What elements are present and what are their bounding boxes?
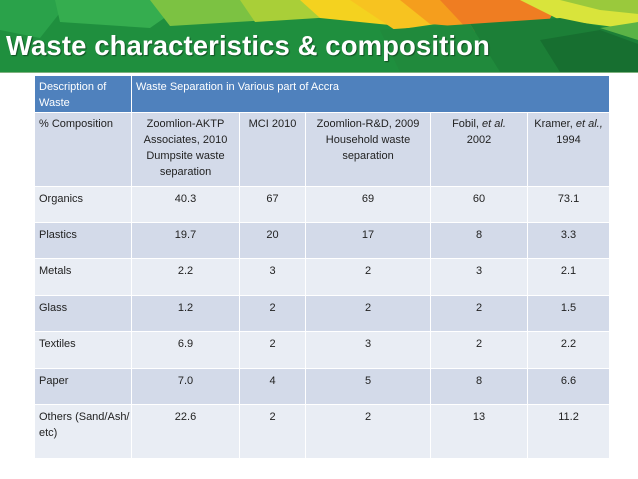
source-fobil: Fobil, et al. 2002 (430, 112, 528, 187)
table-row: Plastics 19.7 20 17 8 3.3 (34, 222, 611, 259)
source-fobil-year: 2002 (466, 134, 492, 146)
value-cell: 1.5 (526, 295, 611, 332)
value-cell: 2 (239, 331, 306, 369)
banner-graphic (0, 0, 638, 72)
value-cell: 2 (239, 404, 306, 459)
slide-title: Waste characteristics & composition (6, 30, 490, 61)
row-label: Glass (34, 295, 132, 332)
row-label: Metals (34, 258, 132, 296)
value-cell: 4 (239, 368, 306, 405)
value-cell: 8 (430, 368, 528, 405)
value-cell: 2 (305, 404, 431, 459)
value-cell: 5 (305, 368, 431, 405)
value-cell: 2 (430, 295, 528, 332)
source-fobil-etal: et al. (482, 118, 506, 130)
table-row: Others (Sand/Ash/ etc) 22.6 2 2 13 11.2 (34, 404, 611, 459)
value-cell: 13 (430, 404, 528, 459)
title-banner: Waste characteristics & composition (0, 0, 638, 72)
source-zoomlion-aktp: Zoomlion-AKTP Associates, 2010 Dumpsite … (131, 112, 240, 187)
table-row: Paper 7.0 4 5 8 6.6 (34, 368, 611, 405)
value-cell: 1.2 (131, 295, 240, 332)
value-cell: 8 (430, 222, 528, 259)
value-cell: 2.2 (526, 331, 611, 369)
value-cell: 6.6 (526, 368, 611, 405)
value-cell: 7.0 (131, 368, 240, 405)
table-header-row: Description of Waste Waste Separation in… (34, 75, 611, 113)
value-cell: 3 (239, 258, 306, 296)
source-kramer-name: Kramer, (534, 118, 576, 130)
value-cell: 2 (239, 295, 306, 332)
value-cell: 17 (305, 222, 431, 259)
source-kramer-year: 1994 (556, 134, 581, 146)
value-cell: 73.1 (526, 186, 611, 223)
source-kramer: Kramer, et al., 1994 (526, 112, 611, 187)
header-description: Description of Waste (34, 75, 132, 113)
value-cell: 11.2 (526, 404, 611, 459)
value-cell: 22.6 (131, 404, 240, 459)
source-fobil-name: Fobil, (452, 118, 483, 130)
table-row: Textiles 6.9 2 3 2 2.2 (34, 331, 611, 369)
value-cell: 40.3 (131, 186, 240, 223)
table-subheader-row: % Composition Zoomlion-AKTP Associates, … (34, 112, 611, 187)
table-row: Organics 40.3 67 69 60 73.1 (34, 186, 611, 223)
table-row: Glass 1.2 2 2 2 1.5 (34, 295, 611, 332)
value-cell: 60 (430, 186, 528, 223)
value-cell: 3 (305, 331, 431, 369)
value-cell: 6.9 (131, 331, 240, 369)
row-label: Textiles (34, 331, 132, 369)
row-label: Plastics (34, 222, 132, 259)
value-cell: 19.7 (131, 222, 240, 259)
title-divider (0, 72, 638, 73)
header-span: Waste Separation in Various part of Accr… (130, 75, 611, 113)
row-label: Organics (34, 186, 132, 223)
value-cell: 2 (305, 295, 431, 332)
value-cell: 2 (305, 258, 431, 296)
value-cell: 2.1 (526, 258, 611, 296)
value-cell: 3 (430, 258, 528, 296)
value-cell: 3.3 (526, 222, 611, 259)
value-cell: 67 (239, 186, 306, 223)
row-label: Paper (34, 368, 132, 405)
source-mci: MCI 2010 (239, 112, 306, 187)
value-cell: 69 (305, 186, 431, 223)
subheader-composition: % Composition (34, 112, 132, 187)
value-cell: 2.2 (131, 258, 240, 296)
value-cell: 20 (239, 222, 306, 259)
row-label: Others (Sand/Ash/ etc) (34, 404, 132, 459)
source-kramer-etal: et al., (575, 118, 603, 130)
source-zoomlion-rd: Zoomlion-R&D, 2009 Household waste separ… (305, 112, 431, 187)
value-cell: 2 (430, 331, 528, 369)
table-body: Organics 40.3 67 69 60 73.1 Plastics 19.7 20 17 8 3… (34, 186, 611, 459)
waste-composition-table: Description of Waste Waste Separation in… (34, 75, 611, 459)
table-row: Metals 2.2 3 2 3 2.1 (34, 258, 611, 296)
